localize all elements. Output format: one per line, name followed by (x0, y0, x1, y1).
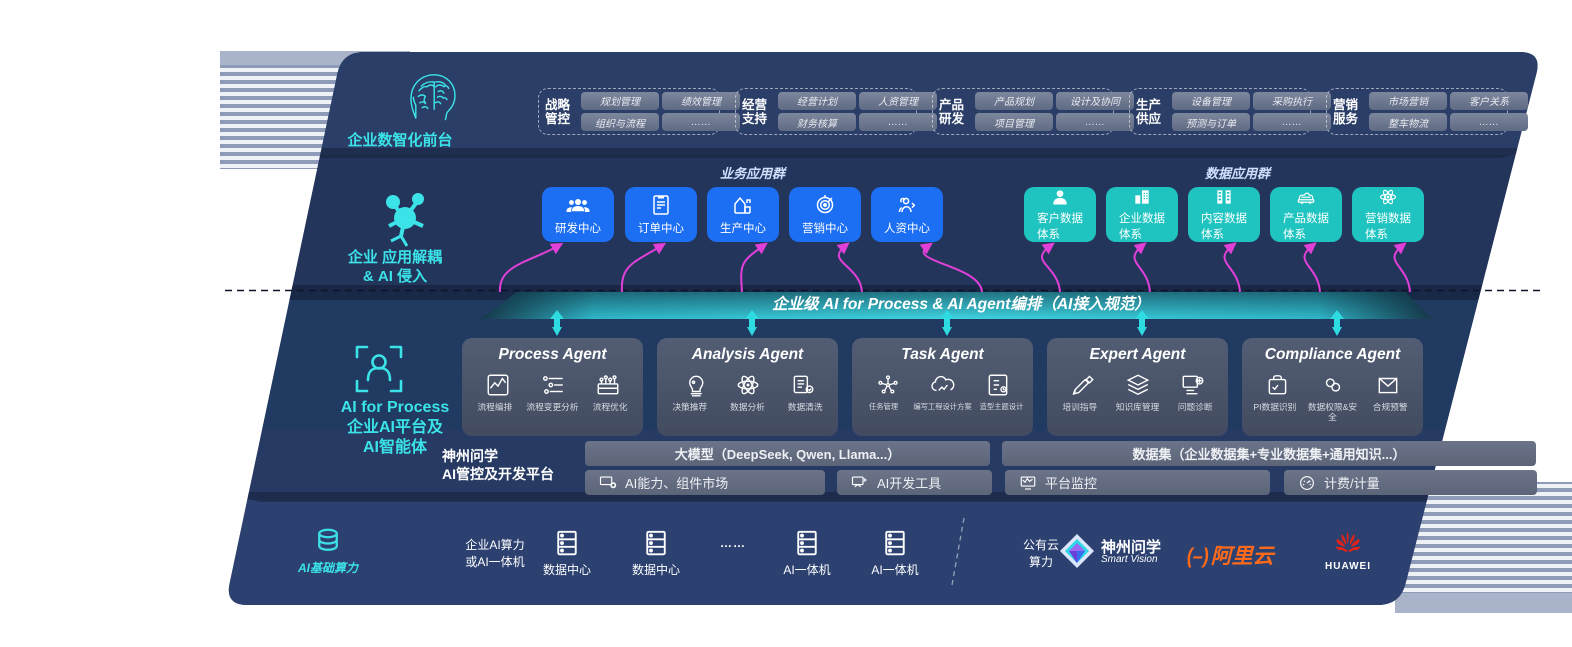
svg-text:企业级 AI for Process & AI Agent编: 企业级 AI for Process & AI Agent编排（AI接入规范） (772, 295, 1150, 313)
